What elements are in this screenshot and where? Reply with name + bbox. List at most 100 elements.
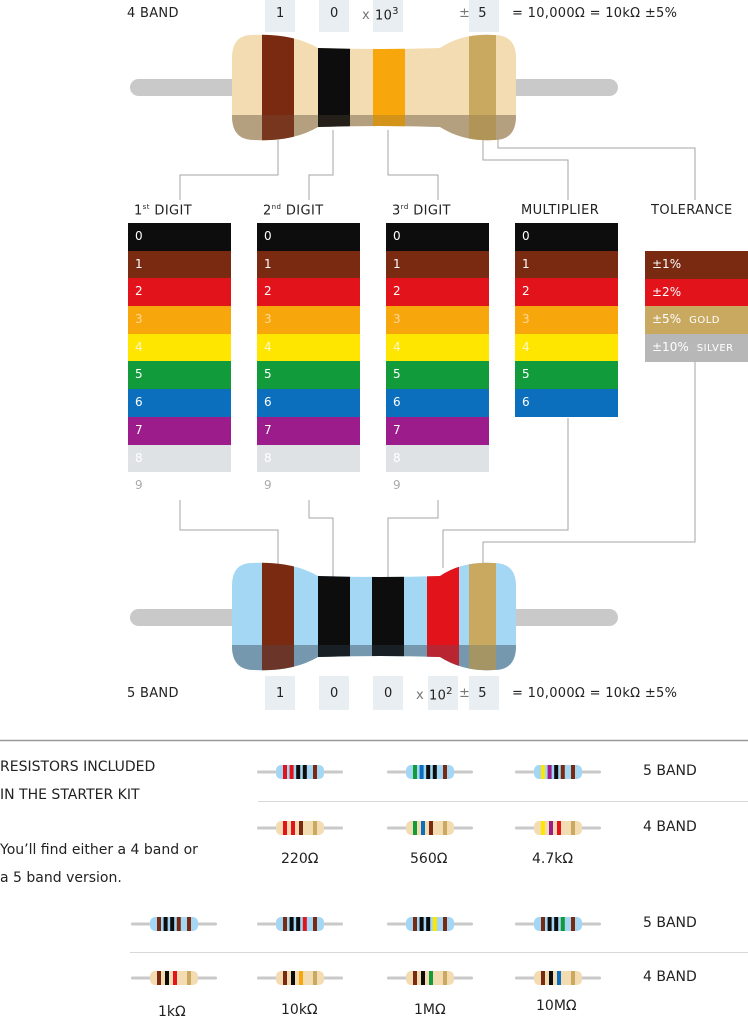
multiplier-cell-4: 4 xyxy=(515,333,618,362)
bottom-resistor xyxy=(130,562,618,671)
kit-value-560: 560Ω xyxy=(410,851,448,867)
digit-3-cell-6: 6 xyxy=(386,389,489,417)
kit-desc-line-1: You’ll find either a 4 band or xyxy=(0,842,198,858)
digit-1-cell-0: 0 xyxy=(128,223,231,251)
kit-value-10k: 10kΩ xyxy=(281,1002,318,1018)
digit-3-cell-7: 7 xyxy=(386,416,489,445)
digit-2-cell-3: 3 xyxy=(257,306,360,334)
digit-1-cell-9: 9 xyxy=(128,472,231,500)
digit-3-cell-4: 4 xyxy=(386,333,489,362)
kit-res-10m-5band xyxy=(515,917,601,931)
digit-2-cell-7: 7 xyxy=(257,416,360,445)
top-band-label: 4 BAND xyxy=(127,6,179,21)
kit-row-label-4: 4 BAND xyxy=(643,969,697,985)
bottom-mult-exp: 2 xyxy=(446,686,453,697)
top-mult-base: 10 xyxy=(375,8,393,24)
digit-2-cell-8: 8 xyxy=(257,444,360,473)
tolerance-cell-3: ±5% GOLD xyxy=(645,306,748,335)
bottom-digit-2: 0 xyxy=(330,686,339,701)
tolerance-column: ±1% ±2% ±5% GOLD ±10% SILVER xyxy=(645,251,748,362)
digit-2-cell-2: 2 xyxy=(257,278,360,307)
bottom-band-label: 5 BAND xyxy=(127,686,179,701)
digit-3-cell-0: 0 xyxy=(386,223,489,251)
digit-3-cell-9: 9 xyxy=(386,472,489,500)
top-mult-x: x xyxy=(362,8,370,24)
digit-1-cell-8: 8 xyxy=(128,444,231,473)
kit-value-1m: 1MΩ xyxy=(414,1002,446,1018)
kit-res-4k7-5band xyxy=(515,765,601,779)
top-band-strip-3 xyxy=(373,0,403,32)
multiplier-cell-1: 1 xyxy=(515,250,618,279)
top-tol-val: 5 xyxy=(478,6,487,21)
digit-2-cell-5: 5 xyxy=(257,361,360,390)
kit-res-560-5band xyxy=(387,765,473,779)
kit-res-4k7-4band xyxy=(515,821,601,835)
kit-value-1k: 1kΩ xyxy=(158,1004,186,1020)
kit-res-10k-5band xyxy=(257,917,343,931)
top-digit-1: 1 xyxy=(276,6,285,21)
bottom-tolerance: ±5 xyxy=(459,686,487,701)
connector-lines xyxy=(179,130,696,578)
kit-desc-line-2: a 5 band version. xyxy=(0,870,122,886)
bottom-digit-3: 0 xyxy=(384,686,393,701)
kit-title-line-1: RESISTORS INCLUDED xyxy=(0,759,156,775)
kit-res-10m-4band xyxy=(515,971,601,985)
bottom-band-strip-1 xyxy=(265,676,295,710)
digit-1-cell-3: 3 xyxy=(128,306,231,334)
kit-res-1k-4band xyxy=(131,971,217,985)
kit-row-label-1: 5 BAND xyxy=(643,763,697,779)
multiplier-cell-5: 5 xyxy=(515,361,618,390)
header-multiplier: MULTIPLIER xyxy=(521,203,600,218)
bottom-band-strip-4 xyxy=(428,676,458,710)
kit-res-1k-5band xyxy=(131,917,217,931)
top-resistor xyxy=(130,34,618,141)
bottom-band-strip-3 xyxy=(373,676,403,710)
kit-res-220-4band xyxy=(257,821,343,835)
digit-3-cell-3: 3 xyxy=(386,306,489,334)
digit-1-cell-5: 5 xyxy=(128,361,231,390)
kit-res-1m-5band xyxy=(387,917,473,931)
digit-1-cell-1: 1 xyxy=(128,250,231,279)
tolerance-cell-4: ±10% SILVER xyxy=(645,334,748,362)
digit-3-cell-2: 2 xyxy=(386,278,489,307)
top-mult-exp: 3 xyxy=(392,6,399,17)
digit-1-cell-7: 7 xyxy=(128,416,231,445)
kit-row-label-2: 4 BAND xyxy=(643,819,697,835)
tolerance-cell-2: ±2% xyxy=(645,278,748,307)
multiplier-cell-6: 6 xyxy=(515,389,618,417)
digit-3-cell-8: 8 xyxy=(386,444,489,473)
header-digit-3: 3rd DIGIT xyxy=(392,203,451,219)
top-band-strip-2 xyxy=(319,0,349,32)
top-multiplier: x 103 xyxy=(362,6,399,23)
kit-res-220-5band xyxy=(257,765,343,779)
digit-3-cell-1: 1 xyxy=(386,250,489,279)
digit-2-cell-0: 0 xyxy=(257,223,360,251)
kit-title-line-2: IN THE STARTER KIT xyxy=(0,787,140,803)
digit-2-cell-1: 1 xyxy=(257,250,360,279)
bottom-band-strip-2 xyxy=(319,676,349,710)
bottom-multiplier: x 102 xyxy=(416,686,453,703)
digit-2-cell-6: 6 xyxy=(257,389,360,417)
starter-kit-resistors xyxy=(131,765,601,985)
kit-value-220: 220Ω xyxy=(281,851,319,867)
header-digit-2: 2nd DIGIT xyxy=(263,203,324,219)
kit-res-560-4band xyxy=(387,821,473,835)
bottom-equation: = 10,000Ω = 10kΩ ±5% xyxy=(512,686,678,701)
tolerance-cell-1: ±1% xyxy=(645,251,748,279)
digit-1-cell-6: 6 xyxy=(128,389,231,417)
bottom-tol-val: 5 xyxy=(478,686,487,701)
digit-2-cell-9: 9 xyxy=(257,472,360,500)
top-equation: = 10,000Ω = 10kΩ ±5% xyxy=(512,6,678,21)
kit-value-10m: 10MΩ xyxy=(536,998,577,1014)
top-tolerance: ±5 xyxy=(459,6,487,21)
multiplier-cell-0: 0 xyxy=(515,223,618,251)
digit-1-cell-4: 4 xyxy=(128,333,231,362)
top-tol-pm: ± xyxy=(459,6,471,21)
top-band-strip-1 xyxy=(265,0,295,32)
bottom-digit-1: 1 xyxy=(276,686,285,701)
kit-res-1m-4band xyxy=(387,971,473,985)
